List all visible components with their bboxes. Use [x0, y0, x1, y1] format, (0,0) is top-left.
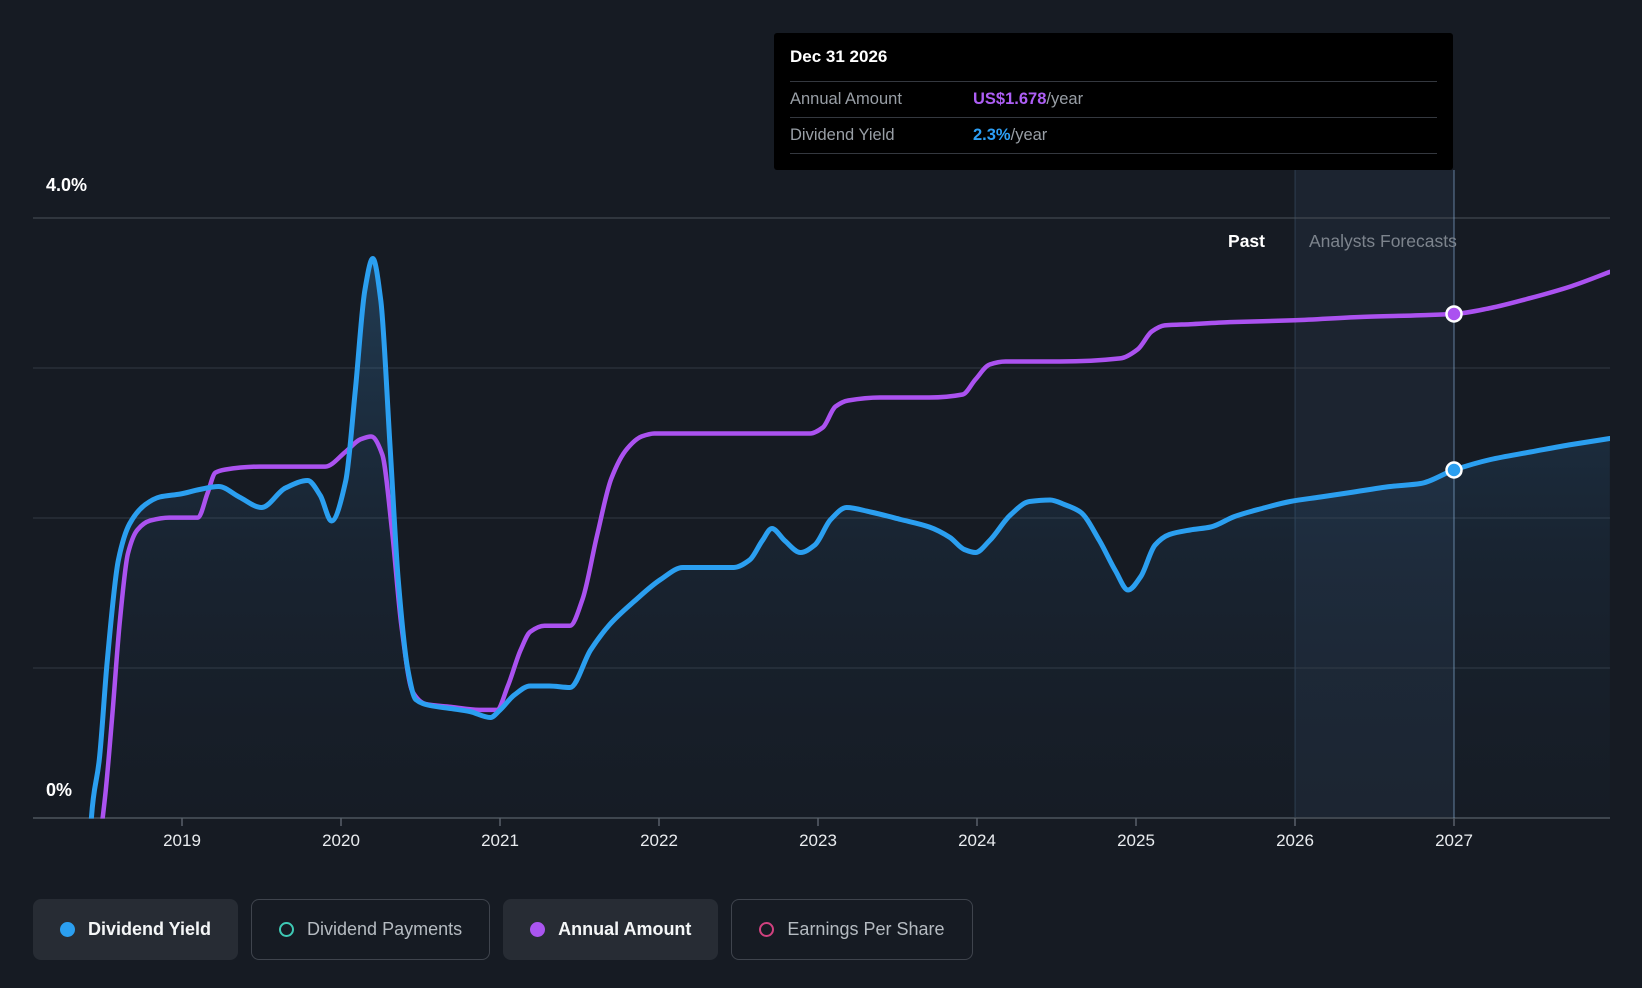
tooltip-row-dividend-yield: Dividend Yield 2.3%/year	[790, 117, 1437, 154]
legend-item-annual-amount[interactable]: Annual Amount	[503, 899, 719, 960]
analysts-forecasts-zone-label: Analysts Forecasts	[1309, 231, 1457, 251]
dividend-payments-series-dot-icon	[279, 922, 295, 937]
legend-item-earnings-per-share[interactable]: Earnings Per Share	[731, 899, 973, 960]
x-axis-label-2022: 2022	[640, 831, 678, 850]
annual-amount-series-dot-icon	[530, 922, 546, 937]
legend-item-label: Annual Amount	[558, 919, 692, 939]
dividend-yield-series-dot-icon	[60, 922, 75, 937]
dividend-yield-area-fill	[89, 258, 1610, 819]
x-axis-label-2026: 2026	[1276, 831, 1314, 850]
legend-item-dividend-payments[interactable]: Dividend Payments	[251, 899, 491, 960]
tooltip-date-title: Dec 31 2026	[790, 47, 888, 66]
x-axis-label-2021: 2021	[481, 831, 519, 850]
x-axis-label-2023: 2023	[799, 831, 837, 850]
legend-item-label: Earnings Per Share	[787, 919, 945, 939]
past-zone-label: Past	[1228, 231, 1265, 251]
x-axis-label-2019: 2019	[163, 831, 201, 850]
x-axis-label-2025: 2025	[1117, 831, 1155, 850]
tooltip-row-value: 2.3%	[973, 126, 1011, 144]
x-axis-label-2024: 2024	[958, 831, 996, 850]
x-axis-label-2020: 2020	[322, 831, 360, 850]
legend: Dividend Yield Dividend Payments Annual Am…	[33, 899, 973, 960]
tooltip-row-value: US$1.678	[973, 90, 1047, 108]
legend-item-label: Dividend Yield	[88, 919, 212, 939]
dividend-yield-line	[88, 256, 1610, 819]
tooltip-row-label: Dividend Yield	[790, 126, 895, 144]
tooltip-row-suffix: /year	[1010, 126, 1048, 144]
annual-amount-line	[100, 269, 1610, 819]
legend-item-label: Dividend Payments	[307, 919, 463, 939]
y-axis-label-bottom: 0%	[46, 780, 73, 800]
earnings-per-share-series-dot-icon	[759, 922, 775, 937]
dividend-yield-marker-dot[interactable]	[1445, 461, 1463, 479]
x-axis-label-2027: 2027	[1435, 831, 1473, 850]
tooltip-row-suffix: /year	[1046, 90, 1084, 108]
annual-amount-marker-dot[interactable]	[1445, 305, 1463, 323]
tooltip: Dec 31 2026 Annual Amount US$1.678/year Di…	[774, 33, 1453, 170]
tooltip-row-label: Annual Amount	[790, 90, 902, 108]
tooltip-row-annual-amount: Annual Amount US$1.678/year	[790, 81, 1437, 117]
y-axis-label-top: 4.0%	[46, 175, 88, 195]
legend-item-dividend-yield[interactable]: Dividend Yield	[33, 899, 239, 960]
